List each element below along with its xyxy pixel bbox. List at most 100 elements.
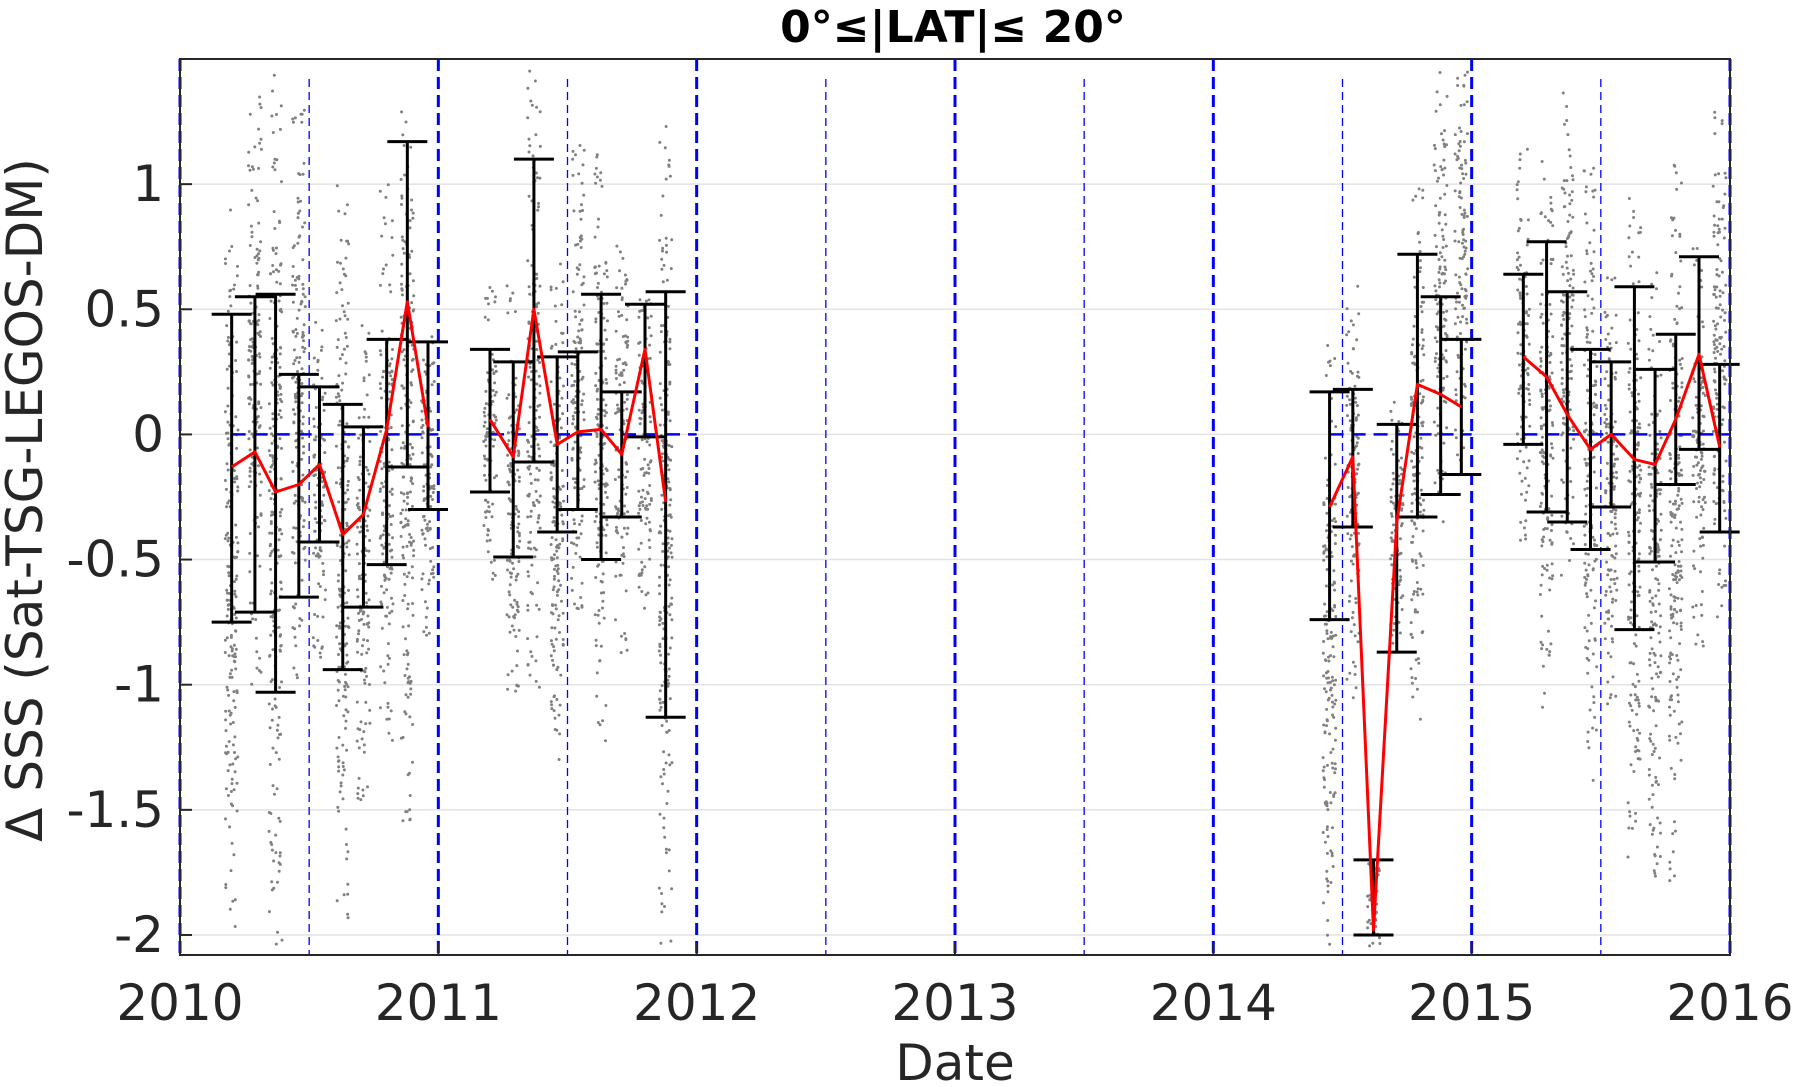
scatter-point — [1609, 693, 1613, 697]
scatter-point — [342, 347, 346, 351]
scatter-point — [618, 269, 622, 273]
scatter-point — [1443, 265, 1447, 269]
scatter-point — [665, 730, 669, 734]
scatter-point — [382, 560, 386, 564]
scatter-point — [1594, 392, 1597, 396]
scatter-point — [1541, 258, 1545, 262]
scatter-point — [1334, 726, 1338, 730]
scatter-point — [1515, 457, 1519, 461]
scatter-point — [594, 320, 598, 324]
scatter-point — [233, 751, 236, 754]
scatter-point — [334, 481, 338, 485]
scatter-point — [320, 398, 324, 402]
scatter-point — [387, 542, 391, 546]
scatter-point — [391, 253, 395, 257]
scatter-point — [253, 256, 257, 259]
scatter-point — [1441, 520, 1445, 524]
scatter-point — [1632, 662, 1636, 666]
scatter-point — [367, 549, 371, 553]
scatter-point — [537, 514, 541, 517]
scatter-point — [256, 554, 259, 558]
scatter-point — [1655, 271, 1659, 275]
scatter-point — [1632, 209, 1636, 213]
scatter-point — [344, 695, 348, 699]
scatter-point — [1560, 514, 1564, 518]
scatter-point — [1583, 561, 1587, 565]
scatter-point — [344, 624, 347, 628]
scatter-point — [1412, 592, 1416, 596]
scatter-point — [337, 209, 341, 213]
scatter-point — [428, 520, 432, 524]
scatter-point — [1656, 665, 1660, 669]
scatter-point — [1438, 267, 1442, 271]
scatter-point — [1570, 324, 1574, 328]
scatter-point — [270, 718, 274, 722]
scatter-point — [1550, 523, 1554, 527]
scatter-point — [559, 673, 563, 677]
scatter-point — [1680, 181, 1683, 185]
scatter-point — [1559, 360, 1563, 364]
scatter-point — [410, 565, 414, 569]
scatter-point — [1419, 266, 1422, 270]
scatter-point — [403, 582, 407, 586]
scatter-point — [1647, 658, 1651, 662]
scatter-point — [1636, 311, 1640, 315]
scatter-point — [529, 515, 533, 518]
scatter-point — [1587, 639, 1591, 643]
scatter-point — [366, 614, 370, 618]
scatter-point — [401, 553, 405, 557]
scatter-point — [554, 607, 558, 611]
scatter-point — [1677, 489, 1681, 493]
scatter-point — [667, 667, 671, 671]
scatter-point — [223, 638, 227, 642]
scatter-point — [1594, 383, 1598, 387]
scatter-point — [558, 487, 562, 491]
scatter-point — [1568, 312, 1572, 316]
scatter-point — [429, 494, 433, 498]
scatter-point — [648, 356, 652, 360]
scatter-point — [553, 716, 557, 720]
scatter-point — [1331, 705, 1335, 709]
scatter-point — [1519, 343, 1523, 347]
scatter-point — [1321, 831, 1325, 834]
scatter-point — [1675, 187, 1679, 191]
scatter-point — [293, 278, 297, 282]
scatter-point — [1540, 312, 1544, 316]
scatter-point — [557, 758, 561, 761]
scatter-point — [1413, 610, 1417, 614]
scatter-point — [267, 489, 271, 493]
scatter-point — [647, 326, 651, 330]
scatter-point — [1519, 384, 1523, 388]
scatter-point — [1589, 172, 1593, 176]
scatter-point — [1614, 694, 1618, 698]
scatter-point — [336, 260, 339, 264]
scatter-point — [1391, 452, 1395, 456]
scatter-point — [1604, 491, 1608, 495]
scatter-point — [278, 854, 282, 858]
scatter-point — [335, 291, 339, 295]
scatter-point — [1333, 738, 1337, 742]
scatter-point — [624, 363, 628, 367]
scatter-point — [224, 883, 228, 886]
scatter-point — [1518, 152, 1522, 156]
scatter-point — [484, 402, 488, 406]
scatter-point — [1672, 820, 1676, 824]
scatter-point — [248, 396, 252, 399]
scatter-point — [292, 120, 295, 124]
scatter-point — [336, 755, 340, 759]
scatter-point — [482, 410, 486, 414]
scatter-point — [271, 342, 275, 346]
scatter-point — [387, 504, 391, 508]
scatter-point — [275, 728, 279, 732]
scatter-point — [1442, 173, 1445, 177]
scatter-point — [580, 514, 584, 518]
scatter-point — [258, 330, 262, 334]
scatter-point — [382, 499, 386, 503]
scatter-point — [578, 523, 582, 526]
scatter-point — [1366, 920, 1370, 924]
scatter-point — [638, 422, 642, 426]
scatter-point — [660, 267, 664, 271]
scatter-point — [660, 892, 664, 895]
scatter-point — [1525, 292, 1529, 296]
scatter-point — [552, 649, 556, 653]
